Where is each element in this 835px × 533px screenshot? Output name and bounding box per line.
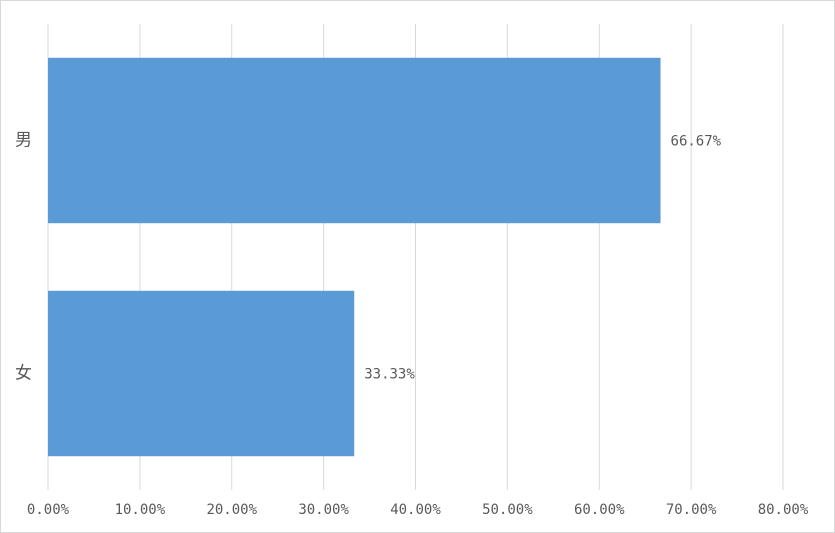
- x-tick-label: 20.00%: [206, 502, 257, 518]
- data-label: 66.67%: [671, 134, 722, 150]
- x-tick-label: 70.00%: [666, 502, 717, 518]
- bar: [48, 57, 661, 224]
- y-tick-label: 男: [15, 131, 32, 151]
- x-tick-label: 0.00%: [27, 502, 70, 518]
- x-tick-label: 50.00%: [482, 502, 533, 518]
- x-tick-label: 60.00%: [574, 502, 625, 518]
- data-label: 33.33%: [364, 367, 415, 383]
- x-tick-label: 40.00%: [390, 502, 441, 518]
- x-tick-label: 30.00%: [298, 502, 349, 518]
- y-tick-label: 女: [15, 364, 32, 384]
- bar: [48, 290, 355, 457]
- x-tick-label: 80.00%: [758, 502, 809, 518]
- x-tick-label: 10.00%: [115, 502, 166, 518]
